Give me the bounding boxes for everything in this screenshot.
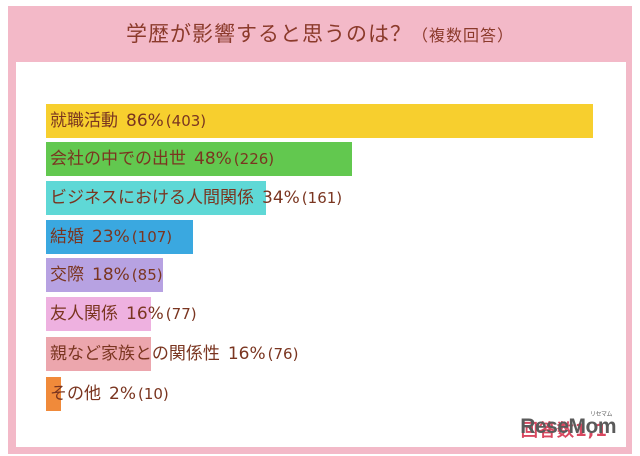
- bar-row: 親など家族との関係性 16% (76): [46, 337, 606, 371]
- total-responses: 回答数1,1: [520, 421, 608, 441]
- bar: [46, 181, 266, 215]
- bar: [46, 297, 151, 331]
- bar: [46, 258, 163, 292]
- bar-row: 会社の中での出世 48% (226): [46, 142, 606, 176]
- bar-row: 友人関係 16% (77): [46, 297, 606, 331]
- bar: [46, 337, 151, 371]
- bar-row: ビジネスにおける人間関係 34% (161): [46, 181, 606, 215]
- plot-area: 就職活動 86% (403) 会社の中での出世 48% (226) ビジネスにおける人間…: [16, 62, 626, 447]
- bar-row: 就職活動 86% (403): [46, 104, 606, 138]
- title-text: 学歴が影響すると思うのは？: [125, 22, 412, 46]
- chart-title: 学歴が影響すると思うのは？（複数回答）: [8, 18, 632, 48]
- bar-label: 会社の中での出世 48% (226): [50, 149, 275, 169]
- chart-frame: 学歴が影響すると思うのは？（複数回答） 就職活動 86% (403) 会社の中での出…: [8, 6, 632, 454]
- bar-label: 親など家族との関係性 16% (76): [50, 344, 299, 364]
- bar: [46, 220, 193, 254]
- bar: [46, 377, 61, 411]
- bar-label: 友人関係 16% (77): [50, 304, 197, 324]
- title-subtitle: （複数回答）: [411, 26, 514, 45]
- bar-label: ビジネスにおける人間関係 34% (161): [50, 188, 343, 208]
- watermark-logo: ReseMom リセマム: [520, 412, 616, 438]
- bar-label: 結婚 23% (107): [50, 227, 173, 247]
- bar-label: その他 2% (10): [50, 384, 169, 404]
- bar: [46, 104, 593, 138]
- bar-row: 交際 18% (85): [46, 258, 606, 292]
- bar-row: その他 2% (10): [46, 377, 606, 411]
- bar: [46, 142, 352, 176]
- bar-label: 交際 18% (85): [50, 265, 163, 285]
- bar-label: 就職活動 86% (403): [50, 111, 207, 131]
- bar-row: 結婚 23% (107): [46, 220, 606, 254]
